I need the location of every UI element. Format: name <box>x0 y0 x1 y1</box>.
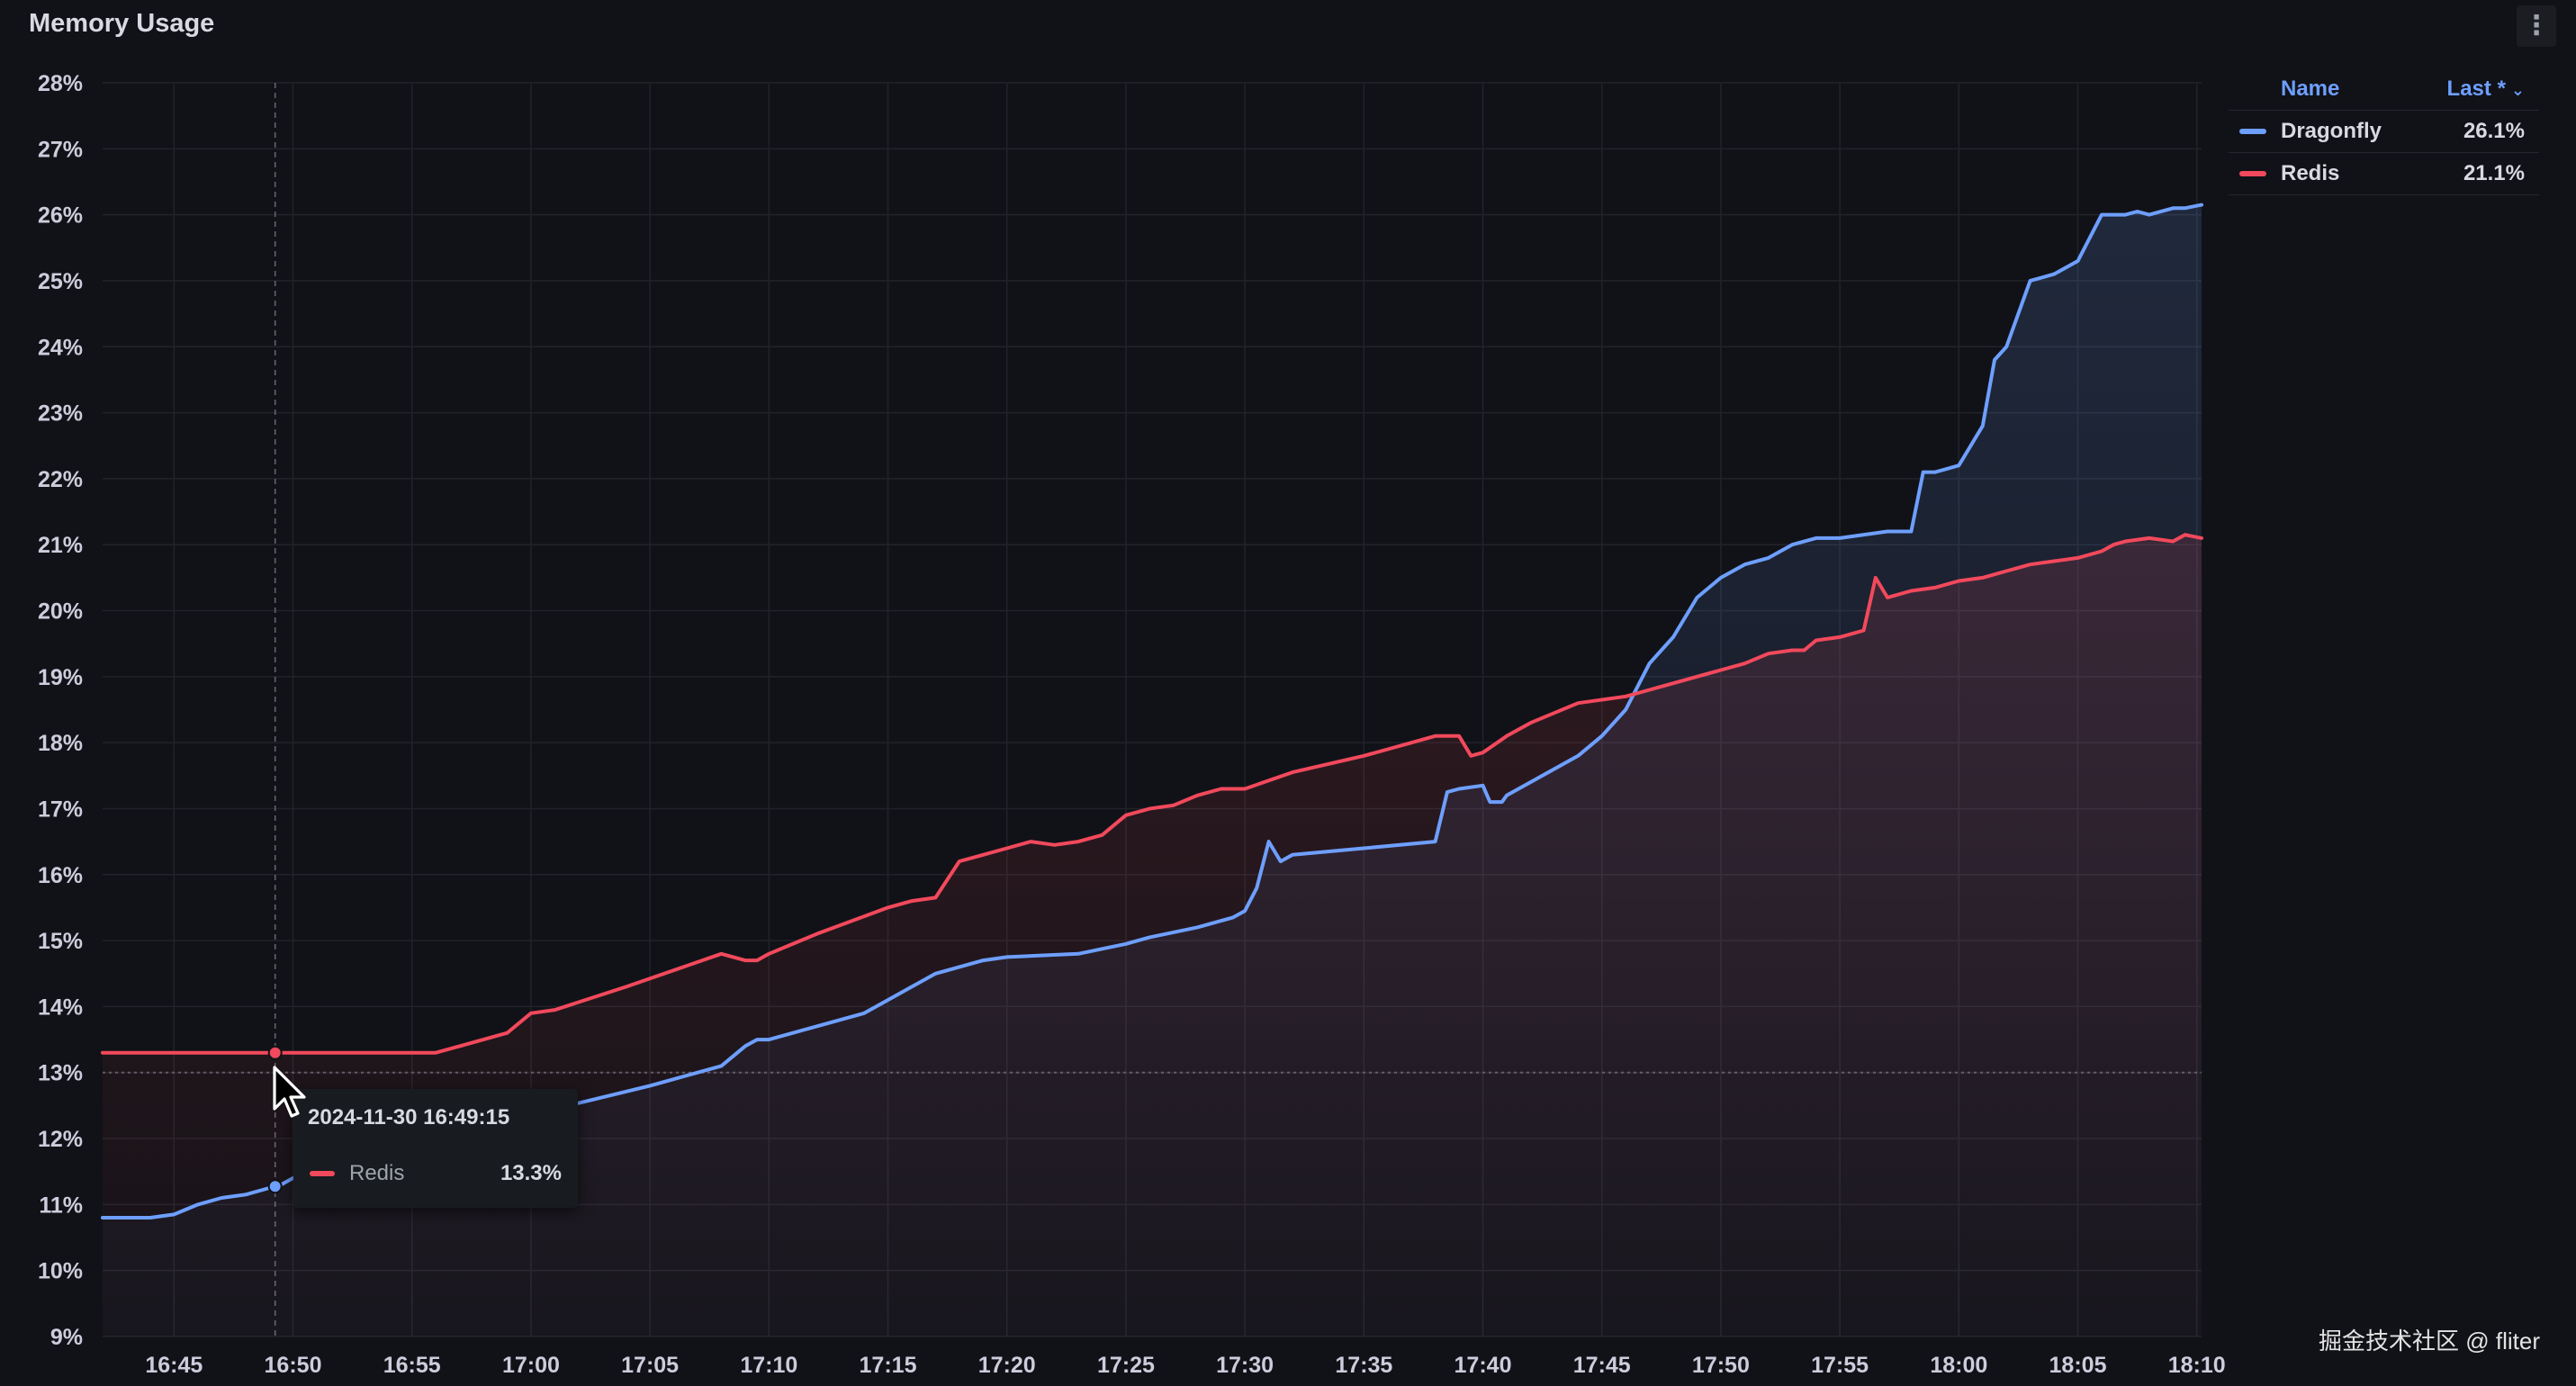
x-tick-label: 17:55 <box>1811 1353 1869 1378</box>
y-tick-label: 13% <box>38 1061 83 1086</box>
memory-usage-chart[interactable]: 9% 10% 11% 12% 13% 14% 15% 16% 17% 18% 19% 20% 21% 22… <box>13 0 2563 1386</box>
y-tick-label: 23% <box>38 401 83 427</box>
legend-swatch <box>2239 171 2266 176</box>
legend-item-redis[interactable]: Redis 21.1% <box>2229 153 2539 195</box>
mouse-pointer-icon <box>273 1066 306 1118</box>
x-tick-label: 16:45 <box>145 1353 203 1378</box>
legend-item-name: Redis <box>2281 161 2340 185</box>
chart-legend: Name Last * ⌄ Dragonfly 26.1% Redis 21.1% <box>2229 68 2539 195</box>
y-tick-label: 11% <box>39 1192 83 1218</box>
x-tick-label: 17:00 <box>502 1353 560 1378</box>
vertical-ellipsis-icon: ⋮ <box>2523 11 2550 40</box>
x-tick-label: 17:50 <box>1692 1353 1750 1378</box>
watermark: 掘金技术社区 @ fliter <box>2319 1328 2540 1354</box>
legend-swatch <box>2239 129 2266 134</box>
x-tick-label: 17:30 <box>1216 1353 1274 1378</box>
y-tick-label: 26% <box>38 203 83 229</box>
y-tick-label: 18% <box>38 731 83 756</box>
y-tick-label: 9% <box>50 1325 83 1350</box>
hover-point-redis <box>267 1045 283 1060</box>
y-tick-label: 24% <box>38 335 83 360</box>
y-tick-label: 25% <box>38 269 83 294</box>
y-tick-label: 17% <box>38 796 83 822</box>
y-tick-label: 28% <box>38 71 83 96</box>
x-tick-label: 18:05 <box>2049 1353 2107 1378</box>
panel-title: Memory Usage <box>29 9 215 38</box>
hover-tooltip: 2024-11-30 16:49:15 Redis 13.3% <box>293 1089 578 1208</box>
y-tick-label: 15% <box>38 929 83 954</box>
tooltip-series-row: Redis 13.3% <box>310 1161 562 1186</box>
x-tick-label: 18:10 <box>2168 1353 2226 1378</box>
x-tick-label: 18:00 <box>1930 1353 1987 1378</box>
legend-item-last: 26.1% <box>2463 119 2525 143</box>
x-tick-label: 17:35 <box>1335 1353 1392 1378</box>
tooltip-timestamp: 2024-11-30 16:49:15 <box>308 1105 510 1130</box>
hover-point-dragonfly <box>267 1179 283 1194</box>
y-tick-label: 22% <box>38 467 83 492</box>
memory-usage-panel: Memory Usage ⋮ 9% 10% 11% 12% 13% 14% 15% 16% 17… <box>13 0 2563 1386</box>
y-tick-label: 14% <box>38 994 83 1020</box>
tooltip-series-name: Redis <box>349 1161 405 1185</box>
x-tick-label: 17:10 <box>740 1353 797 1378</box>
legend-name-header[interactable]: Name <box>2281 76 2340 101</box>
x-tick-label: 17:40 <box>1455 1353 1512 1378</box>
x-tick-label: 17:45 <box>1573 1353 1631 1378</box>
tooltip-swatch <box>310 1171 335 1176</box>
y-tick-label: 27% <box>38 137 83 162</box>
panel-menu-button[interactable]: ⋮ <box>2517 5 2556 47</box>
y-tick-label: 19% <box>38 665 83 690</box>
x-tick-label: 17:25 <box>1097 1353 1155 1378</box>
tooltip-series-value: 13.3% <box>500 1161 562 1185</box>
chevron-down-icon: ⌄ <box>2510 81 2525 99</box>
legend-item-last: 21.1% <box>2463 161 2525 185</box>
x-tick-label: 16:50 <box>265 1353 322 1378</box>
series-line-redis[interactable] <box>101 533 2203 1055</box>
legend-header: Name Last * ⌄ <box>2229 68 2539 111</box>
y-tick-label: 10% <box>38 1259 83 1284</box>
y-tick-label: 20% <box>38 599 83 625</box>
x-tick-label: 17:15 <box>860 1353 917 1378</box>
x-tick-label: 16:55 <box>383 1353 441 1378</box>
y-tick-label: 12% <box>38 1127 83 1152</box>
x-tick-label: 17:05 <box>621 1353 679 1378</box>
series-line-dragonfly[interactable] <box>101 202 2203 1220</box>
y-tick-label: 21% <box>38 533 83 558</box>
y-tick-label: 16% <box>38 863 83 888</box>
x-tick-label: 17:20 <box>978 1353 1036 1378</box>
legend-item-dragonfly[interactable]: Dragonfly 26.1% <box>2229 111 2539 153</box>
legend-item-name: Dragonfly <box>2281 119 2382 143</box>
legend-last-header[interactable]: Last * ⌄ <box>2446 76 2525 101</box>
